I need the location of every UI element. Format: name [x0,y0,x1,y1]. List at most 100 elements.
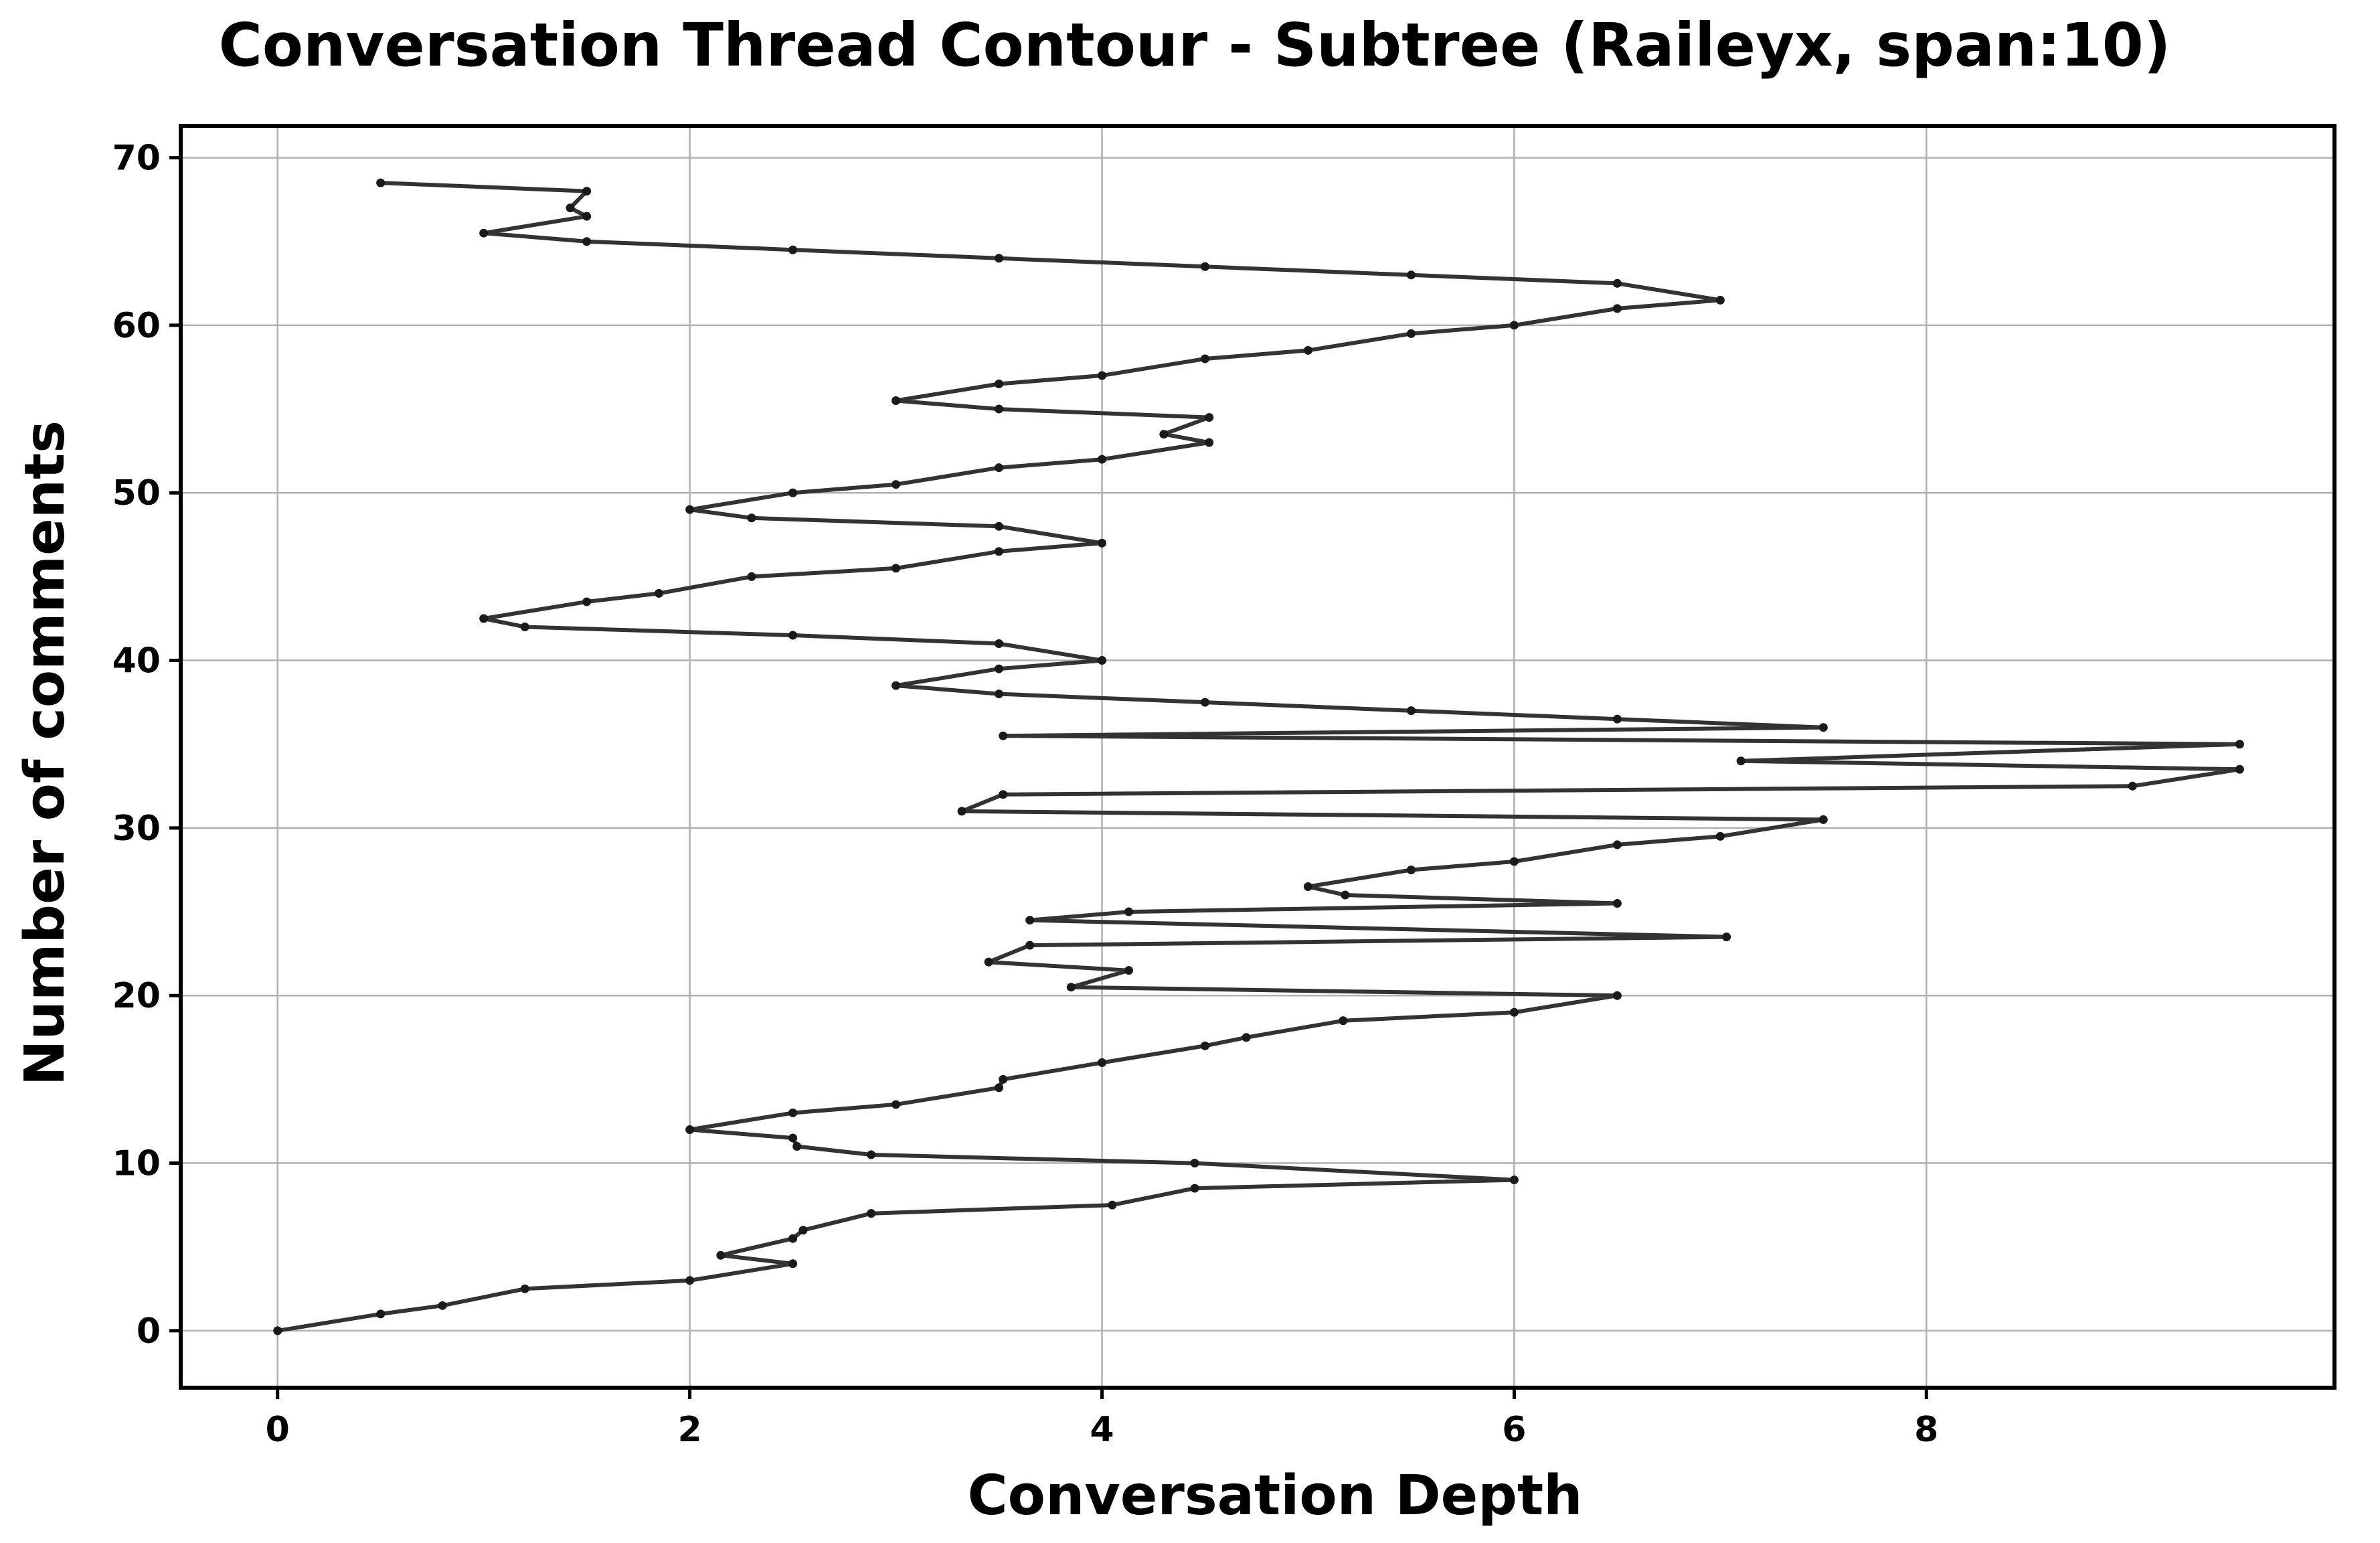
data-point [1190,1159,1199,1168]
data-point [1200,354,1209,363]
data-point [438,1301,447,1310]
grid [181,126,2334,1388]
data-point [995,689,1004,699]
data-point [1612,840,1622,849]
data-point [1339,1016,1348,1026]
data-point [1612,991,1622,1000]
data-point [520,1284,529,1293]
data-point [891,681,901,690]
data-point [1098,538,1107,548]
x-axis-ticks: 0 2 4 6 8 [266,1388,1938,1450]
data-point [1098,656,1107,665]
data-point [1722,932,1731,942]
x-axis-label: Conversation Depth [967,1464,1582,1528]
data-point [1200,262,1209,271]
y-tick-label: 30 [112,809,161,849]
y-tick-label: 60 [112,306,161,346]
data-point [995,463,1004,473]
data-point [1736,756,1746,766]
data-point [1509,321,1519,330]
data-point [520,622,529,631]
series-line [275,181,2242,1333]
data-point [566,204,575,213]
data-point [798,1226,808,1235]
data-point [999,731,1008,740]
x-tick-label: 4 [1090,1410,1114,1450]
data-point [995,521,1004,531]
data-point [1242,1033,1251,1042]
data-point [1124,907,1134,916]
data-point [891,480,901,489]
data-point [957,807,966,816]
data-point [788,245,798,254]
x-tick-label: 2 [678,1410,702,1450]
data-point [995,254,1004,263]
data-point [685,505,695,514]
data-point [582,187,592,196]
data-point [1190,1184,1199,1193]
data-point [995,1083,1004,1092]
data-point [1098,455,1107,464]
data-point [654,588,663,598]
y-tick-label: 40 [112,641,161,681]
data-point [1818,815,1828,824]
data-point [1612,278,1622,288]
data-point [788,1108,798,1117]
data-point [1159,430,1169,439]
data-point [1108,1200,1117,1210]
data-point [1509,857,1519,866]
data-point [1406,865,1416,874]
data-point [1066,983,1076,992]
y-tick-label: 0 [137,1311,161,1352]
data-point [792,1142,802,1151]
data-point [376,1309,386,1319]
data-point [2235,740,2244,749]
data-point [1098,1058,1107,1067]
data-point [891,396,901,406]
data-point [1025,941,1035,950]
data-point [995,547,1004,556]
data-point [1098,371,1107,380]
data-point [788,1234,798,1243]
data-point [376,178,386,187]
data-point [1205,438,1214,447]
data-point [1406,270,1416,280]
data-point [1205,413,1214,422]
data-point [891,564,901,573]
data-point [1124,966,1134,975]
y-axis-label: Number of comments [13,420,77,1086]
series-layer [273,178,2244,1335]
data-point [716,1250,726,1260]
data-point [891,1100,901,1109]
data-point [1612,304,1622,313]
data-point [2235,764,2244,774]
y-tick-label: 50 [112,473,161,513]
data-point [582,597,592,606]
data-point [1509,1175,1519,1185]
data-point [995,639,1004,649]
x-tick-label: 0 [266,1410,290,1450]
data-point [1509,1007,1519,1017]
data-point [995,404,1004,414]
data-point [995,664,1004,673]
data-point [1406,706,1416,716]
y-axis-ticks: 0 10 20 30 40 50 60 70 [112,139,181,1352]
data-point [1715,831,1725,841]
data-point [867,1209,876,1218]
data-point [1200,698,1209,707]
data-point [788,631,798,640]
data-point [1715,295,1725,305]
x-tick-label: 6 [1502,1410,1526,1450]
data-point [2128,781,2137,791]
data-point [995,380,1004,389]
data-point [685,1276,695,1285]
data-point [788,1133,798,1143]
y-tick-label: 20 [112,976,161,1016]
data-point [999,1074,1008,1084]
data-point [1303,345,1312,355]
data-point [747,572,756,581]
data-point [1406,329,1416,338]
y-tick-label: 10 [112,1144,161,1184]
data-point [999,790,1008,799]
y-tick-label: 70 [112,139,161,179]
